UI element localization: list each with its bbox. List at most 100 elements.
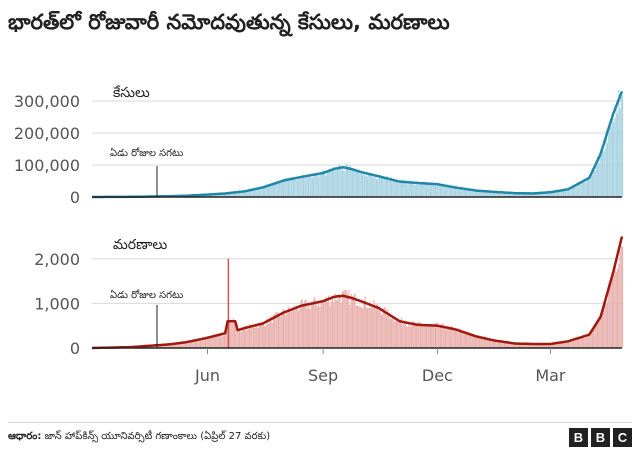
daily-bar: [266, 186, 268, 197]
daily-bar: [220, 193, 222, 197]
daily-bar: [324, 171, 326, 197]
daily-bar: [242, 191, 244, 197]
daily-bar: [398, 183, 400, 197]
daily-bar: [437, 182, 439, 197]
daily-bar: [246, 325, 248, 348]
daily-bar: [264, 187, 266, 197]
daily-bar: [492, 341, 494, 348]
daily-bar: [154, 345, 156, 348]
daily-bar: [427, 182, 429, 197]
daily-bar: [497, 341, 499, 348]
daily-bar: [521, 193, 523, 197]
annotation-label: ఏడు రోజుల సగటు: [110, 147, 184, 159]
daily-bar: [265, 185, 267, 197]
daily-bar: [331, 169, 334, 197]
daily-bar: [368, 307, 370, 348]
daily-bar: [267, 323, 269, 348]
daily-bar: [309, 175, 311, 197]
daily-bar: [202, 337, 204, 348]
daily-bar: [223, 335, 226, 348]
bbc-logo-b1: B: [569, 428, 588, 447]
daily-bar: [586, 336, 588, 348]
daily-bar: [392, 179, 394, 197]
daily-bar: [292, 177, 295, 197]
daily-bar: [614, 118, 616, 197]
daily-bar: [362, 308, 364, 348]
x-tick-label: Mar: [535, 366, 566, 385]
daily-bar: [270, 184, 272, 197]
daily-bar: [513, 342, 516, 348]
daily-bar: [507, 193, 509, 197]
daily-bar: [507, 342, 509, 348]
daily-bar: [378, 309, 380, 348]
daily-bar: [486, 190, 488, 197]
daily-bar: [256, 187, 258, 197]
daily-bar: [461, 330, 463, 348]
daily-bar: [432, 182, 434, 197]
daily-bar: [599, 316, 601, 348]
daily-bar: [198, 339, 200, 348]
daily-bar: [466, 331, 468, 348]
daily-bar: [377, 304, 379, 348]
daily-bar: [397, 318, 399, 348]
daily-bar: [530, 344, 532, 348]
daily-bar: [506, 341, 508, 348]
daily-bar: [446, 328, 448, 348]
daily-bar: [203, 339, 205, 348]
daily-bar: [372, 306, 374, 348]
daily-bar: [584, 181, 586, 197]
daily-bar: [355, 168, 357, 197]
daily-bar: [261, 322, 263, 348]
daily-bar: [447, 325, 449, 348]
daily-bar: [605, 130, 607, 197]
daily-bar: [428, 324, 430, 348]
daily-bar: [233, 192, 236, 197]
daily-bar: [500, 192, 502, 197]
daily-bar: [462, 189, 464, 197]
daily-bar: [463, 332, 465, 348]
daily-bar: [485, 339, 487, 348]
daily-bar: [294, 310, 296, 348]
daily-bar: [314, 296, 316, 348]
daily-bar: [260, 188, 262, 197]
daily-bar: [368, 172, 370, 197]
daily-bar: [413, 322, 415, 348]
daily-bar: [511, 193, 513, 197]
daily-bar: [491, 340, 493, 348]
daily-bar: [316, 306, 318, 348]
daily-bar: [395, 181, 398, 197]
daily-bar: [513, 192, 516, 197]
daily-bar: [581, 337, 583, 348]
daily-bar: [216, 194, 218, 197]
daily-bar: [217, 193, 219, 197]
daily-bar: [340, 302, 342, 348]
daily-bar: [238, 329, 241, 348]
daily-bar: [417, 322, 419, 348]
daily-bar: [359, 173, 361, 197]
daily-bar: [289, 309, 291, 348]
daily-bar: [279, 182, 281, 197]
daily-bar: [348, 167, 350, 197]
daily-bar: [508, 193, 511, 197]
daily-bar: [497, 191, 499, 197]
daily-bar: [471, 190, 473, 197]
daily-bar: [515, 343, 517, 348]
daily-bar: [362, 174, 364, 197]
daily-bar: [573, 187, 575, 197]
daily-bar: [589, 179, 591, 197]
daily-bar: [412, 183, 414, 197]
daily-bar: [330, 301, 332, 348]
daily-bar: [496, 341, 498, 348]
daily-bar: [434, 182, 436, 197]
daily-bar: [221, 335, 223, 348]
daily-bar: [559, 342, 561, 348]
daily-bar: [556, 191, 558, 197]
daily-bar: [275, 312, 277, 348]
daily-bar: [456, 328, 458, 348]
daily-bar: [359, 306, 361, 348]
daily-bar: [449, 326, 452, 348]
daily-bar: [580, 337, 582, 348]
daily-bar: [616, 268, 619, 348]
daily-bar: [295, 305, 297, 348]
daily-bar: [444, 329, 447, 348]
